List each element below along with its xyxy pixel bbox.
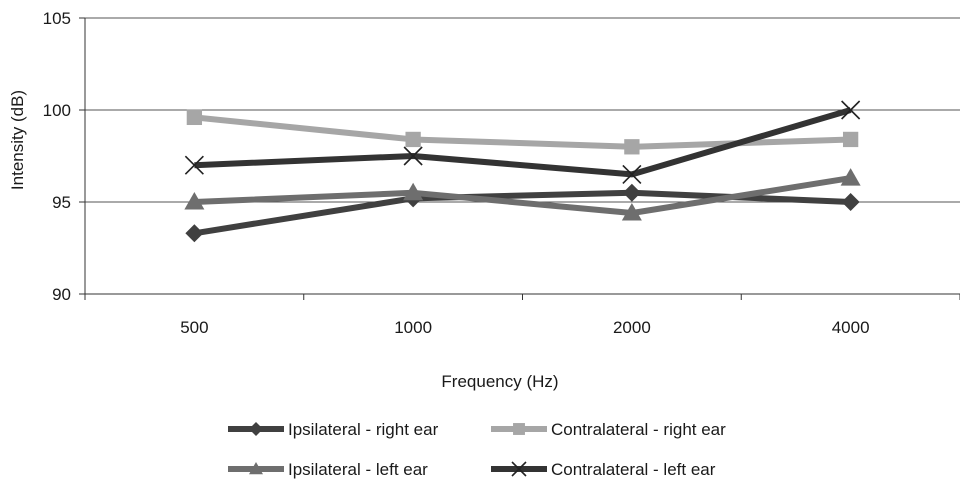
series-line	[194, 114, 851, 150]
gridlines	[79, 17, 960, 295]
x-tick-label: 500	[180, 318, 208, 337]
y-tick-labels: 90 95 100 105	[43, 9, 71, 304]
y-tick-label: 90	[52, 285, 71, 304]
y-tick-label: 95	[52, 193, 71, 212]
data-point	[624, 139, 640, 155]
series-4	[184, 100, 861, 184]
series-line	[194, 175, 852, 217]
x-tick-label: 4000	[832, 318, 870, 337]
data-point	[840, 168, 861, 186]
data-point	[622, 183, 641, 202]
data-point	[841, 100, 861, 120]
data-point	[184, 192, 205, 210]
y-axis-title: Intensity (dB)	[8, 90, 27, 190]
series-line	[194, 107, 852, 178]
data-point	[184, 155, 204, 175]
legend: Ipsilateral - right ear Contralateral - r…	[228, 420, 726, 479]
legend-swatch-marker	[249, 462, 263, 475]
legend-swatch-marker	[513, 423, 525, 435]
axes	[84, 18, 960, 295]
legend-label: Ipsilateral - left ear	[288, 460, 428, 479]
x-tick-label: 1000	[394, 318, 432, 337]
x-tick-label: 2000	[613, 318, 651, 337]
legend-swatch-marker	[511, 461, 527, 477]
series-3	[184, 168, 861, 221]
legend-label: Contralateral - right ear	[551, 420, 726, 439]
legend-label: Contralateral - left ear	[551, 460, 716, 479]
data-point	[842, 131, 859, 148]
legend-item: Ipsilateral - right ear	[228, 420, 439, 439]
x-tick-labels: 500 1000 2000 4000	[84, 294, 960, 337]
series-group	[184, 100, 861, 243]
data-point	[186, 109, 203, 126]
legend-item: Contralateral - left ear	[491, 460, 716, 479]
y-tick-label: 105	[43, 9, 71, 28]
series-2	[186, 109, 859, 155]
x-axis-title: Frequency (Hz)	[441, 372, 558, 391]
data-point	[403, 146, 423, 166]
legend-label: Ipsilateral - right ear	[288, 420, 439, 439]
data-point	[405, 131, 421, 148]
legend-item: Ipsilateral - left ear	[228, 460, 428, 479]
legend-item: Contralateral - right ear	[491, 420, 726, 439]
y-tick-label: 100	[43, 101, 71, 120]
data-point	[622, 164, 642, 184]
data-point	[185, 224, 204, 243]
data-point	[621, 203, 642, 221]
data-point	[841, 193, 860, 211]
data-point	[403, 182, 424, 201]
legend-swatch-marker	[249, 422, 263, 436]
